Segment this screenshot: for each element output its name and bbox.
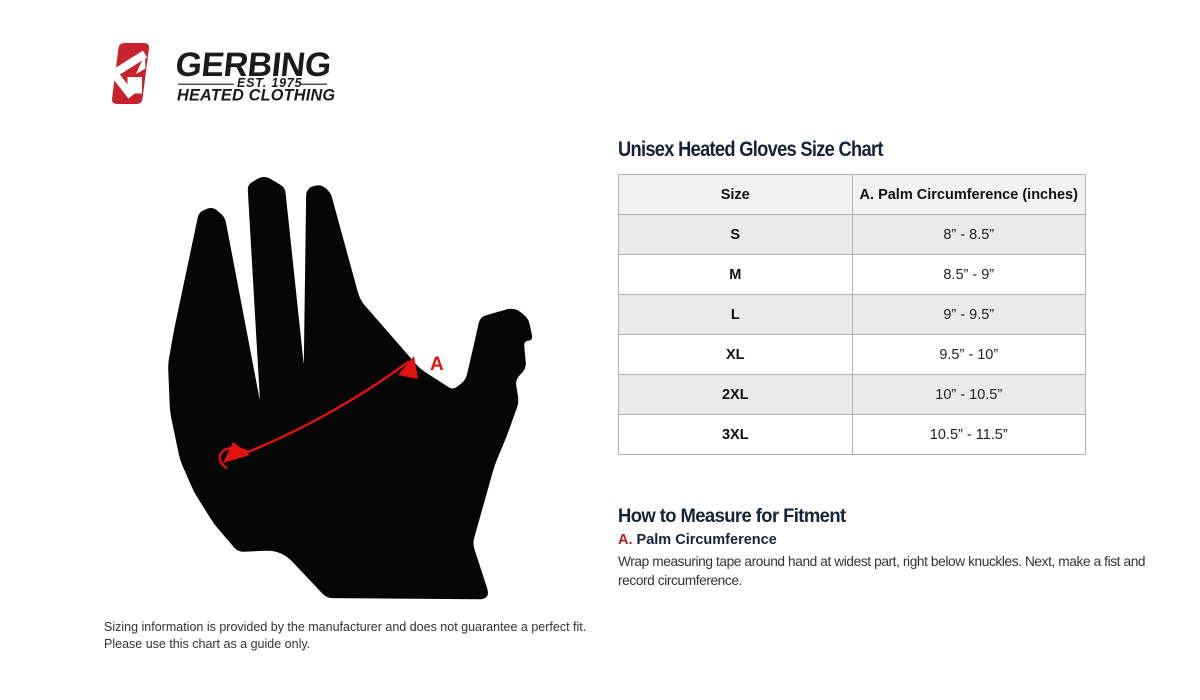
svg-text:HEATED CLOTHING: HEATED CLOTHING xyxy=(177,87,335,105)
svg-text:A: A xyxy=(430,354,444,375)
